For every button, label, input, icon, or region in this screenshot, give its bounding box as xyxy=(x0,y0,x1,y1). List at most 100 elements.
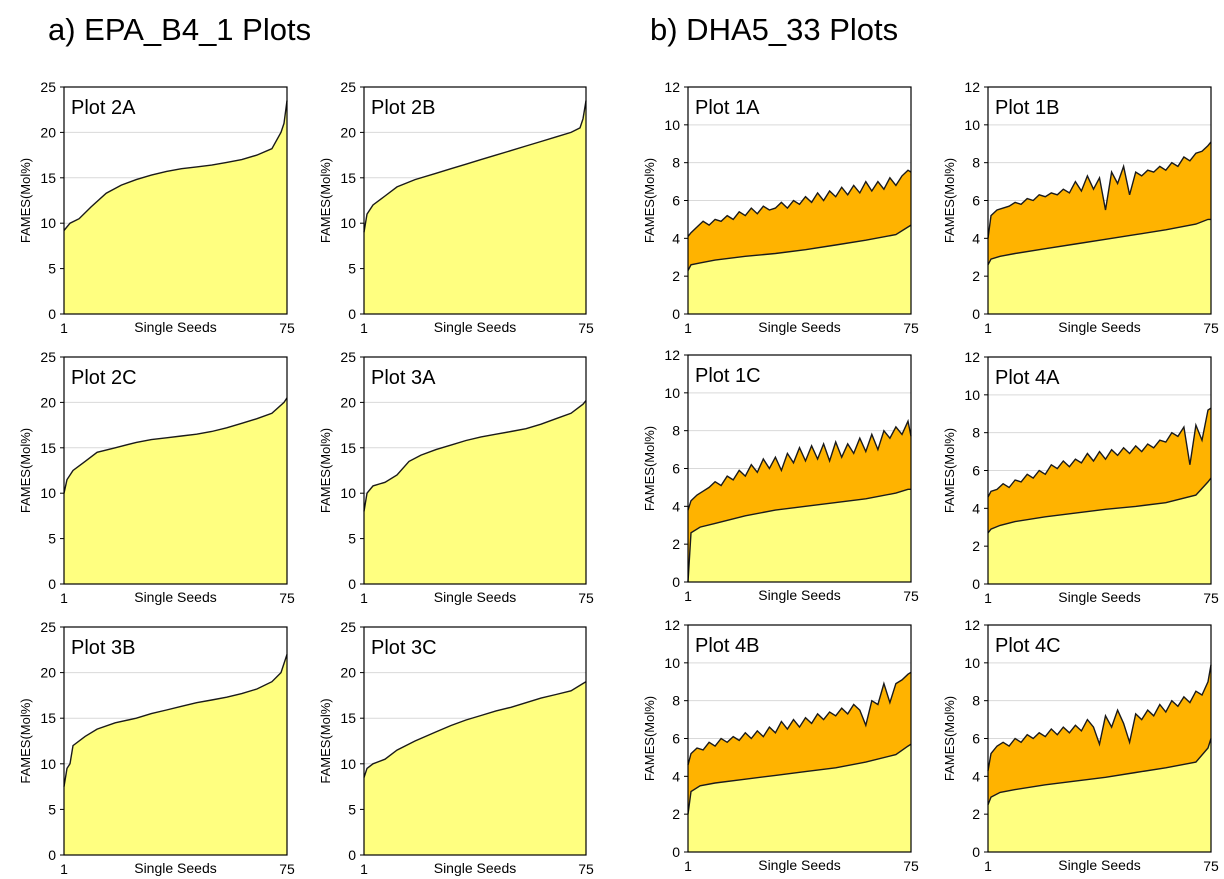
lower-series-line xyxy=(63,654,288,787)
y-tick-label: 5 xyxy=(48,261,56,277)
y-axis-label: FAMES(Mol%) xyxy=(318,698,333,783)
plot-title: Plot 2C xyxy=(71,367,137,389)
y-tick-label: 0 xyxy=(672,844,680,860)
group-b-title: b) DHA5_33 Plots xyxy=(650,12,899,47)
lower-series-line xyxy=(63,100,288,231)
y-tick-label: 15 xyxy=(40,170,56,186)
plot-title: Plot 2B xyxy=(371,97,435,119)
y-tick-label: 5 xyxy=(48,801,56,817)
y-tick-label: 0 xyxy=(48,847,56,863)
y-tick-label: 10 xyxy=(340,756,356,772)
y-axis-label: FAMES(Mol%) xyxy=(942,428,957,513)
y-tick-label: 10 xyxy=(40,756,56,772)
y-axis-label: FAMES(Mol%) xyxy=(18,158,33,243)
y-tick-label: 10 xyxy=(964,117,980,133)
y-axis-label: FAMES(Mol%) xyxy=(318,158,333,243)
y-tick-label: 10 xyxy=(340,215,356,231)
lower-area xyxy=(688,225,911,314)
x-tick-label: 1 xyxy=(60,861,68,877)
y-tick-label: 25 xyxy=(40,349,56,365)
upper-series-line xyxy=(987,141,1212,239)
y-tick-label: 0 xyxy=(348,576,356,592)
lower-series-line xyxy=(987,738,1212,805)
x-tick-label: 75 xyxy=(903,320,919,336)
y-tick-label: 5 xyxy=(48,531,56,547)
x-tick-label: 75 xyxy=(279,861,295,877)
y-tick-label: 12 xyxy=(664,79,680,95)
y-tick-label: 4 xyxy=(972,500,980,516)
upper-series-line xyxy=(687,671,912,766)
y-tick-label: 15 xyxy=(340,710,356,726)
x-tick-label: 1 xyxy=(60,590,68,606)
y-tick-label: 0 xyxy=(672,306,680,322)
lower-area xyxy=(688,489,911,582)
chart-4: 0 5 10 15 20 25 1 75 Single Seeds FAMES(Mol%) Plot… xyxy=(18,619,295,877)
plot-frame xyxy=(363,86,587,315)
y-tick-label: 6 xyxy=(672,193,680,209)
chart-5: 0 5 10 15 20 25 1 75 Single Seeds FAMES(Mol%) Plot… xyxy=(318,619,594,877)
y-tick-label: 20 xyxy=(340,665,356,681)
y-tick-label: 12 xyxy=(664,617,680,633)
y-tick-label: 15 xyxy=(340,440,356,456)
x-tick-label: 1 xyxy=(984,858,992,874)
x-axis-label: Single Seeds xyxy=(134,589,217,605)
y-tick-label: 5 xyxy=(348,801,356,817)
plot-title: Plot 1A xyxy=(695,97,760,119)
y-tick-label: 2 xyxy=(972,538,980,554)
x-tick-label: 75 xyxy=(1203,320,1219,336)
lower-area xyxy=(988,219,1211,314)
x-axis-label: Single Seeds xyxy=(758,857,841,873)
y-tick-label: 12 xyxy=(964,349,980,365)
x-tick-label: 1 xyxy=(684,320,692,336)
x-tick-label: 75 xyxy=(279,590,295,606)
plot-title: Plot 3C xyxy=(371,637,437,659)
y-tick-label: 0 xyxy=(348,306,356,322)
x-tick-label: 75 xyxy=(578,861,594,877)
y-tick-label: 25 xyxy=(40,79,56,95)
y-tick-label: 25 xyxy=(340,619,356,635)
y-tick-label: 8 xyxy=(972,693,980,709)
y-axis-label: FAMES(Mol%) xyxy=(942,158,957,243)
y-tick-label: 10 xyxy=(964,387,980,403)
x-tick-label: 1 xyxy=(984,590,992,606)
lower-area xyxy=(364,400,586,584)
y-tick-label: 10 xyxy=(964,655,980,671)
chart-2: 0 5 10 15 20 25 1 75 Single Seeds FAMES(Mol%) Plot… xyxy=(18,349,295,606)
x-tick-label: 1 xyxy=(984,320,992,336)
y-axis-label: FAMES(Mol%) xyxy=(642,696,657,781)
plot-frame xyxy=(63,626,288,856)
y-tick-label: 4 xyxy=(672,768,680,784)
x-tick-label: 1 xyxy=(684,858,692,874)
x-axis-label: Single Seeds xyxy=(434,860,517,876)
plot-title: Plot 3A xyxy=(371,367,436,389)
y-tick-label: 0 xyxy=(672,574,680,590)
lower-series-line xyxy=(987,477,1212,534)
y-tick-label: 4 xyxy=(672,230,680,246)
y-tick-label: 25 xyxy=(340,349,356,365)
y-tick-label: 10 xyxy=(340,485,356,501)
lower-series-line xyxy=(63,397,288,494)
y-tick-label: 25 xyxy=(340,79,356,95)
y-tick-label: 20 xyxy=(340,124,356,140)
y-tick-label: 10 xyxy=(664,117,680,133)
y-axis-label: FAMES(Mol%) xyxy=(18,428,33,513)
y-tick-label: 10 xyxy=(40,215,56,231)
chart-0: 0 5 10 15 20 25 1 75 Single Seeds FAMES(Mol%) Plot… xyxy=(18,79,295,336)
y-tick-label: 8 xyxy=(672,693,680,709)
x-axis-label: Single Seeds xyxy=(434,319,517,335)
y-tick-label: 10 xyxy=(664,655,680,671)
plot-frame xyxy=(63,356,288,585)
upper-series-line xyxy=(987,664,1212,771)
x-tick-label: 1 xyxy=(360,590,368,606)
y-tick-label: 20 xyxy=(40,394,56,410)
y-tick-label: 0 xyxy=(972,306,980,322)
x-axis-label: Single Seeds xyxy=(134,319,217,335)
y-tick-label: 6 xyxy=(972,731,980,747)
y-axis-label: FAMES(Mol%) xyxy=(318,428,333,513)
lower-series-line xyxy=(363,400,587,512)
y-tick-label: 4 xyxy=(972,768,980,784)
chart-8: 0 2 4 6 8 10 12 1 75 Single Seeds FAMES(Mol%) Plot … xyxy=(642,347,919,604)
y-tick-label: 20 xyxy=(340,394,356,410)
x-axis-label: Single Seeds xyxy=(434,589,517,605)
y-tick-label: 0 xyxy=(972,844,980,860)
